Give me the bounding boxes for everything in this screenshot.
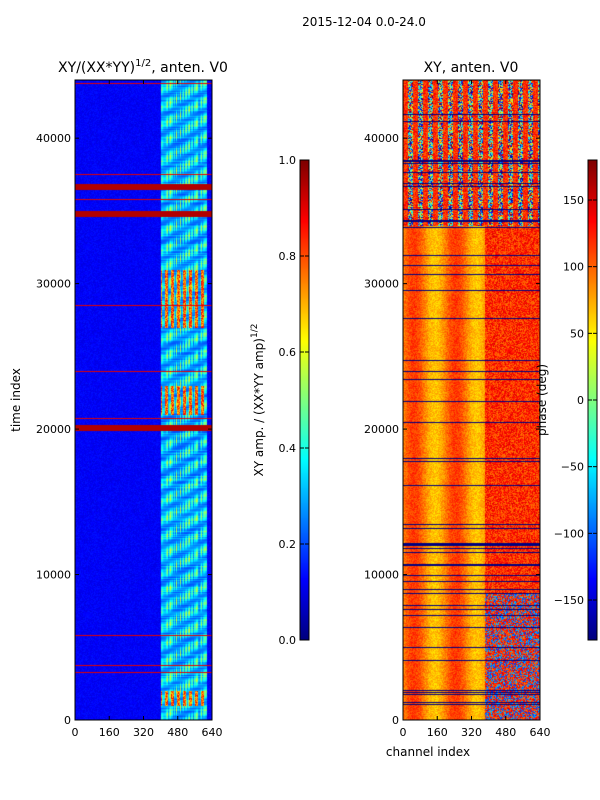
left-colorbar-tick-label: 0.8 — [279, 250, 297, 263]
figure-suptitle: 2015-12-04 0.0-24.0 — [302, 15, 426, 29]
left-y-tick-label: 40000 — [36, 132, 71, 145]
right-colorbar-tick-label: 0 — [577, 394, 584, 407]
right-title: XY, anten. V0 — [424, 60, 519, 76]
right-x-axis: 0 160 320 480 640 — [400, 80, 551, 739]
left-y-axis: 0 10000 20000 30000 40000 — [36, 132, 212, 727]
left-x-tick-label: 640 — [202, 726, 223, 739]
right-y-axis: 0 10000 20000 30000 40000 — [364, 132, 540, 727]
left-title: XY/(XX*YY)1/2, anten. V0 — [58, 58, 228, 76]
right-colorbar-image — [588, 160, 597, 640]
left-colorbar-frame — [299, 159, 310, 641]
left-colorbar-tick-label: 0.4 — [279, 442, 297, 455]
right-colorbar-tick-label: 50 — [570, 327, 584, 340]
left-colorbar-image — [300, 160, 309, 640]
left-y-tick-label: 20000 — [36, 423, 71, 436]
right-y-tick-label: 10000 — [364, 569, 399, 582]
left-y-tick-label: 30000 — [36, 278, 71, 291]
left-y-tick-label: 0 — [64, 714, 71, 727]
left-y-tick-label: 10000 — [36, 569, 71, 582]
right-heatmap-image — [403, 80, 540, 720]
left-colorbar-tick-label: 0.0 — [279, 634, 297, 647]
left-x-tick-label: 0 — [72, 726, 79, 739]
right-colorbar-tick-label: 150 — [563, 194, 584, 207]
right-y-tick-label: 40000 — [364, 132, 399, 145]
right-x-tick-label: 640 — [530, 726, 551, 739]
left-colorbar-tick-label: 0.6 — [279, 346, 297, 359]
right-x-tick-label: 160 — [427, 726, 448, 739]
right-heatmap — [403, 80, 540, 720]
right-colorbar: −150 −100 −50 0 50 100 150 — [554, 159, 598, 641]
right-colorbar-ticks: −150 −100 −50 0 50 100 150 — [554, 194, 597, 607]
left-x-tick-label: 480 — [167, 726, 188, 739]
right-xlabel: channel index — [386, 745, 470, 759]
right-colorbar-label: phase (deg) — [535, 364, 549, 436]
left-x-axis: 0 160 320 480 640 — [72, 80, 223, 739]
right-x-tick-label: 480 — [495, 726, 516, 739]
left-x-tick-label: 160 — [99, 726, 120, 739]
left-heatmap — [75, 80, 212, 720]
left-colorbar-ticks: 0.0 0.2 0.4 0.6 0.8 1.0 — [279, 154, 309, 647]
right-x-tick-label: 320 — [461, 726, 482, 739]
right-x-tick-label: 0 — [400, 726, 407, 739]
right-y-tick-label: 0 — [392, 714, 399, 727]
right-colorbar-tick-label: −100 — [554, 527, 584, 540]
left-colorbar-tick-label: 1.0 — [279, 154, 297, 167]
right-colorbar-tick-label: −50 — [561, 461, 584, 474]
right-colorbar-tick-label: −150 — [554, 594, 584, 607]
left-x-tick-label: 320 — [133, 726, 154, 739]
left-colorbar: 0.0 0.2 0.4 0.6 0.8 1.0 — [279, 154, 310, 647]
left-colorbar-label: XY amp. / (XX*YY amp)1/2 — [250, 324, 266, 477]
left-ylabel: time index — [9, 368, 23, 432]
left-colorbar-tick-label: 0.2 — [279, 538, 297, 551]
right-y-tick-label: 30000 — [364, 278, 399, 291]
right-y-tick-label: 20000 — [364, 423, 399, 436]
left-heatmap-image — [75, 80, 212, 720]
right-colorbar-tick-label: 100 — [563, 261, 584, 274]
